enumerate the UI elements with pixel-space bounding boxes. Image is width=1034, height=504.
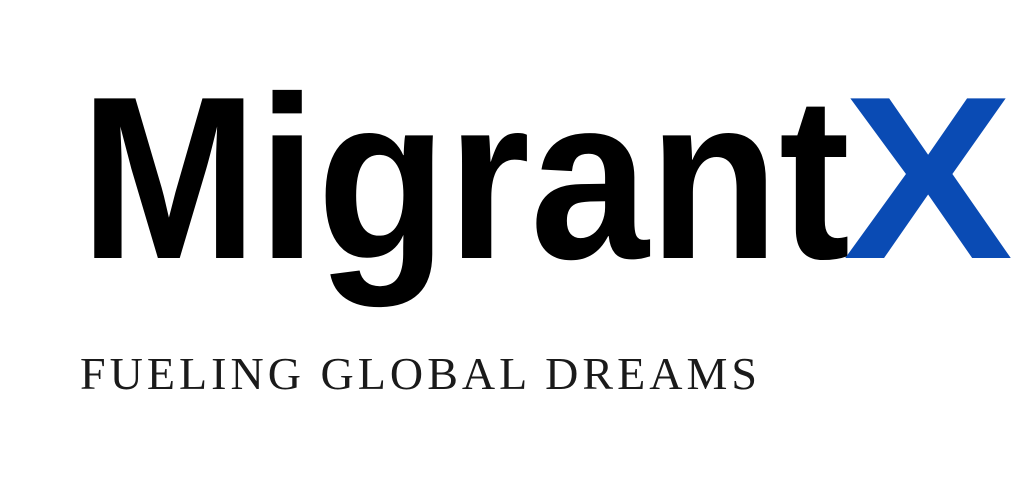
logo-name: Migrant — [80, 49, 850, 308]
logo-mark: X — [843, 49, 1013, 308]
tagline: FUELING GLOBAL DREAMS — [80, 348, 757, 399]
